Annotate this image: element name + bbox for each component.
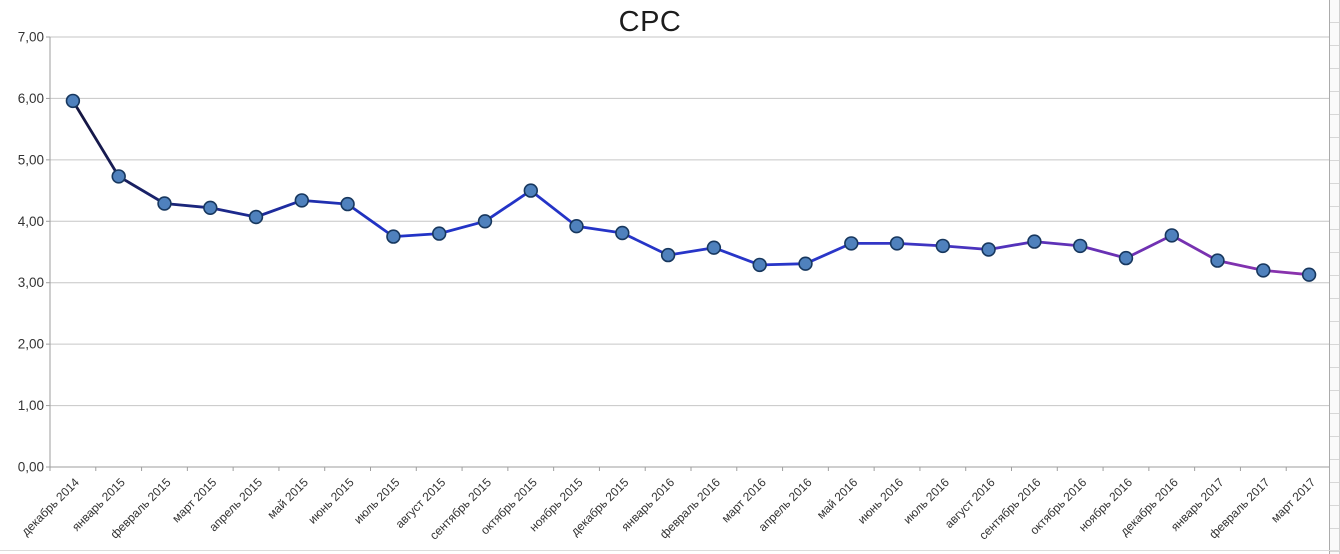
cpc-line-series[interactable] (71, 99, 1311, 277)
data-point-marker[interactable] (1210, 253, 1225, 268)
data-point-marker[interactable] (889, 236, 905, 251)
y-axis-label: 5,00 (18, 152, 44, 167)
x-axis-label: июнь 2015 (305, 475, 357, 527)
data-point-markers (65, 93, 1317, 282)
data-point-marker[interactable] (1256, 263, 1271, 278)
data-point-marker[interactable] (1118, 250, 1134, 266)
data-point-marker[interactable] (844, 236, 859, 251)
data-point-marker[interactable] (615, 225, 630, 241)
spreadsheet-row-border (0, 550, 1340, 551)
y-axis-label: 3,00 (18, 275, 44, 290)
data-point-marker[interactable] (752, 257, 767, 273)
data-point-marker[interactable] (477, 214, 493, 229)
data-point-marker[interactable] (660, 247, 676, 263)
y-axis-label: 7,00 (18, 30, 44, 45)
data-point-marker[interactable] (432, 226, 447, 241)
data-point-marker[interactable] (798, 256, 813, 271)
data-point-marker[interactable] (706, 240, 722, 255)
x-axis-label: май 2015 (265, 475, 312, 522)
y-axis-label: 4,00 (18, 214, 44, 229)
data-point-marker[interactable] (1027, 234, 1042, 249)
x-axis-ticks (49, 467, 1333, 471)
gridlines (50, 36, 1332, 407)
y-axis-labels: 0,00 1,00 2,00 3,00 4,00 5,00 6,00 7,00 (18, 30, 44, 475)
chart-title: CPC (618, 6, 682, 38)
data-point-marker[interactable] (248, 209, 264, 225)
x-axis-label: май 2016 (814, 475, 861, 522)
data-point-marker[interactable] (111, 169, 126, 184)
data-point-marker[interactable] (935, 238, 950, 254)
data-point-marker[interactable] (203, 200, 218, 216)
y-axis-label: 2,00 (18, 337, 44, 352)
data-point-marker[interactable] (981, 242, 996, 257)
data-point-marker[interactable] (1164, 228, 1180, 243)
y-axis-label: 1,00 (18, 398, 44, 413)
data-point-marker[interactable] (1301, 267, 1317, 282)
y-axis-label: 6,00 (18, 91, 44, 106)
y-axis-ticks (46, 36, 50, 407)
data-point-marker[interactable] (523, 183, 538, 198)
data-point-marker[interactable] (386, 229, 401, 244)
data-point-marker[interactable] (1072, 238, 1088, 254)
y-axis-label: 0,00 (18, 460, 44, 475)
spreadsheet-edge-cells[interactable] (1329, 0, 1340, 554)
x-axis-label: июнь 2016 (855, 475, 907, 527)
data-point-marker[interactable] (340, 196, 355, 212)
data-point-marker[interactable] (65, 93, 81, 109)
x-axis-label: март 2017 (1268, 475, 1318, 525)
data-point-marker[interactable] (294, 193, 309, 208)
x-axis-label: декабрь 2014 (19, 475, 83, 539)
data-point-marker[interactable] (569, 219, 584, 234)
data-point-marker[interactable] (157, 196, 172, 211)
